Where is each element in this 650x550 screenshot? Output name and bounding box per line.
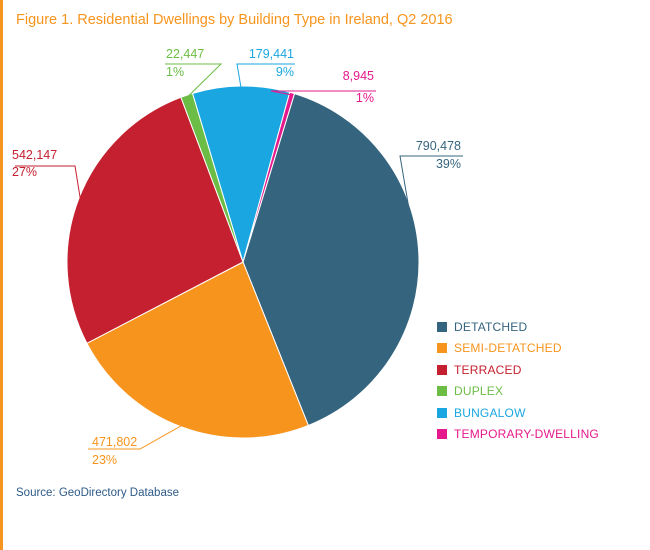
percent-label-bungalow: 9%	[276, 65, 294, 79]
leader-line-temporary-dwelling	[270, 90, 376, 96]
legend-item-temporary-dwelling: TEMPORARY-DWELLING	[437, 424, 599, 446]
value-label-bungalow: 179,441	[249, 47, 294, 61]
legend-swatch-temporary-dwelling	[437, 429, 447, 440]
legend-item-duplex: DUPLEX	[437, 381, 599, 403]
leader-line-semi-detatched	[88, 424, 183, 450]
leader-line-detatched	[399, 155, 463, 255]
legend-swatch-semi-detatched	[437, 343, 447, 354]
legend-swatch-terraced	[437, 364, 447, 375]
legend-item-terraced: TERRACED	[437, 359, 599, 381]
value-label-terraced: 542,147	[12, 148, 57, 162]
value-label-semi-detatched: 471,802	[92, 435, 137, 449]
legend-label-bungalow: BUNGALOW	[454, 405, 526, 420]
legend-item-semi-detatched: SEMI-DETATCHED	[437, 338, 599, 360]
leader-line-terraced	[15, 165, 81, 200]
percent-label-temporary-dwelling: 1%	[356, 91, 374, 105]
leader-line-bungalow	[236, 63, 295, 89]
legend-label-semi-detatched: SEMI-DETATCHED	[454, 341, 562, 356]
percent-label-terraced: 27%	[12, 165, 37, 179]
percent-label-duplex: 1%	[166, 65, 184, 79]
pie-slice-detatched	[242, 93, 420, 427]
legend-label-detatched: DETATCHED	[454, 319, 528, 334]
legend-label-temporary-dwelling: TEMPORARY-DWELLING	[454, 427, 599, 442]
legend-label-terraced: TERRACED	[454, 362, 522, 377]
chart-legend: DETATCHED SEMI-DETATCHED TERRACED DUPLEX BUN…	[437, 316, 599, 445]
value-label-detatched: 790,478	[416, 139, 461, 153]
source-note: Source: GeoDirectory Database	[16, 487, 179, 499]
legend-label-duplex: DUPLEX	[454, 384, 504, 399]
percent-label-detatched: 39%	[436, 157, 461, 171]
chart-title: Figure 1. Residential Dwellings by Build…	[16, 12, 453, 28]
pie-slice-semi-detatched	[86, 261, 309, 439]
left-accent-rule	[0, 0, 3, 550]
legend-swatch-detatched	[437, 321, 447, 332]
percent-label-semi-detatched: 23%	[92, 453, 117, 467]
leader-line-duplex	[165, 63, 223, 98]
legend-item-detatched: DETATCHED	[437, 316, 599, 338]
legend-swatch-bungalow	[437, 407, 447, 418]
pie-slice-terraced	[66, 96, 244, 344]
pie-slice-temporary-dwelling	[242, 91, 296, 263]
value-label-duplex: 22,447	[166, 47, 204, 61]
legend-swatch-duplex	[437, 386, 447, 397]
legend-item-bungalow: BUNGALOW	[437, 402, 599, 424]
value-label-temporary-dwelling: 8,945	[343, 69, 374, 83]
